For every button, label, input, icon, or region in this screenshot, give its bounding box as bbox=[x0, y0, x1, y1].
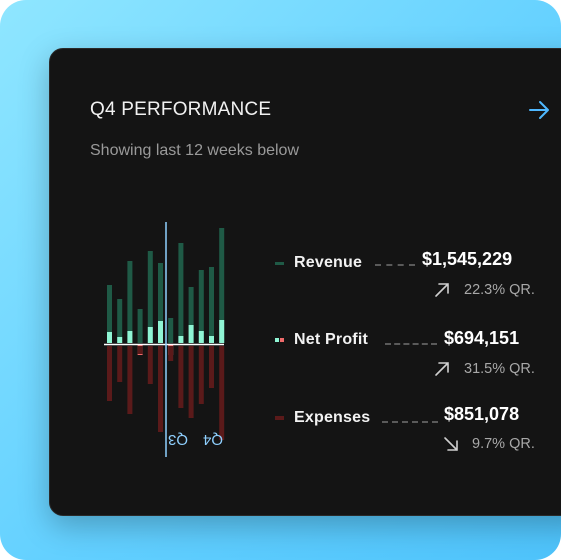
bar-net-profit-3 bbox=[127, 331, 133, 343]
net-profit-value: $694,151 bbox=[444, 328, 520, 348]
revenue-dash bbox=[375, 264, 415, 266]
expenses-legend-swatch bbox=[275, 416, 284, 420]
net-profit-legend-swatch-negative bbox=[280, 338, 284, 342]
bar-revenue-3 bbox=[127, 261, 133, 343]
bar-net-profit-11 bbox=[209, 336, 214, 343]
tick-label-q4: Q4 bbox=[203, 431, 223, 448]
bar-expenses-7 bbox=[168, 346, 174, 361]
arrow-down-right-icon bbox=[444, 437, 458, 451]
bar-revenue-12 bbox=[219, 228, 225, 343]
bar-revenue-11 bbox=[209, 267, 214, 343]
bar-expenses-3 bbox=[127, 346, 133, 414]
tick-label-q3: Q3 bbox=[168, 431, 188, 448]
arrow-up-right-icon bbox=[435, 283, 449, 297]
bar-net-profit-6 bbox=[158, 321, 163, 343]
expenses-value: $851,078 bbox=[444, 404, 520, 424]
bar-expenses-2 bbox=[117, 346, 123, 382]
bar-net-profit-9 bbox=[188, 325, 194, 343]
net-profit-change: 31.5% QR. bbox=[464, 361, 535, 377]
bar-revenue-10 bbox=[198, 270, 204, 343]
expenses-label: Expenses bbox=[294, 409, 371, 426]
revenue-legend-swatch bbox=[275, 262, 284, 265]
weekly-bar-chart: Q3 Q4 bbox=[104, 222, 225, 457]
bar-revenue-7 bbox=[168, 318, 174, 343]
bar-expenses-10 bbox=[198, 346, 204, 404]
metric-row-expenses: Expenses $851,078 9.7% QR. bbox=[50, 399, 561, 459]
bar-expenses-12 bbox=[219, 346, 225, 440]
bar-expenses-8 bbox=[178, 346, 184, 408]
bar-revenue-4 bbox=[137, 309, 143, 343]
bar-expenses-9 bbox=[188, 346, 194, 418]
performance-card: Q4 PERFORMANCE Showing last 12 weeks bel… bbox=[49, 48, 561, 516]
net-profit-legend-swatch-positive bbox=[275, 338, 279, 342]
arrow-up-right-icon bbox=[435, 362, 449, 376]
bar-revenue-9 bbox=[188, 287, 194, 343]
bar-net-profit-2 bbox=[117, 337, 123, 343]
arrow-right-icon[interactable] bbox=[528, 98, 552, 122]
metric-row-revenue: Revenue $1,545,229 22.3% QR. bbox=[50, 244, 561, 304]
bar-expenses-11 bbox=[209, 346, 214, 388]
bar-expenses-4 bbox=[137, 346, 143, 354]
expenses-change: 9.7% QR. bbox=[472, 436, 535, 452]
bar-revenue-8 bbox=[178, 243, 184, 343]
bar-revenue-5 bbox=[147, 251, 153, 343]
revenue-value: $1,545,229 bbox=[422, 249, 513, 269]
bar-net-profit-5 bbox=[147, 327, 153, 343]
bar-expenses-5 bbox=[147, 346, 153, 384]
bar-revenue-2 bbox=[117, 299, 123, 343]
net-profit-label: Net Profit bbox=[294, 331, 368, 348]
expenses-dash bbox=[382, 421, 438, 423]
bar-revenue-6 bbox=[158, 263, 163, 343]
bar-net-profit-1 bbox=[107, 332, 112, 343]
bar-expenses-1 bbox=[107, 346, 112, 401]
revenue-label: Revenue bbox=[294, 254, 363, 271]
bar-expenses-6 bbox=[158, 346, 163, 432]
net-profit-dash bbox=[385, 343, 437, 345]
bar-net-profit-10 bbox=[198, 331, 204, 343]
bar-revenue-1 bbox=[107, 285, 112, 343]
card-title: Q4 PERFORMANCE bbox=[90, 99, 272, 120]
bar-net-profit-8 bbox=[178, 336, 184, 343]
bar-net-profit-12 bbox=[219, 320, 225, 343]
card-subtitle: Showing last 12 weeks below bbox=[90, 142, 300, 159]
metric-row-net-profit: Net Profit $694,151 31.5% QR. bbox=[50, 321, 561, 381]
revenue-change: 22.3% QR. bbox=[464, 282, 535, 298]
